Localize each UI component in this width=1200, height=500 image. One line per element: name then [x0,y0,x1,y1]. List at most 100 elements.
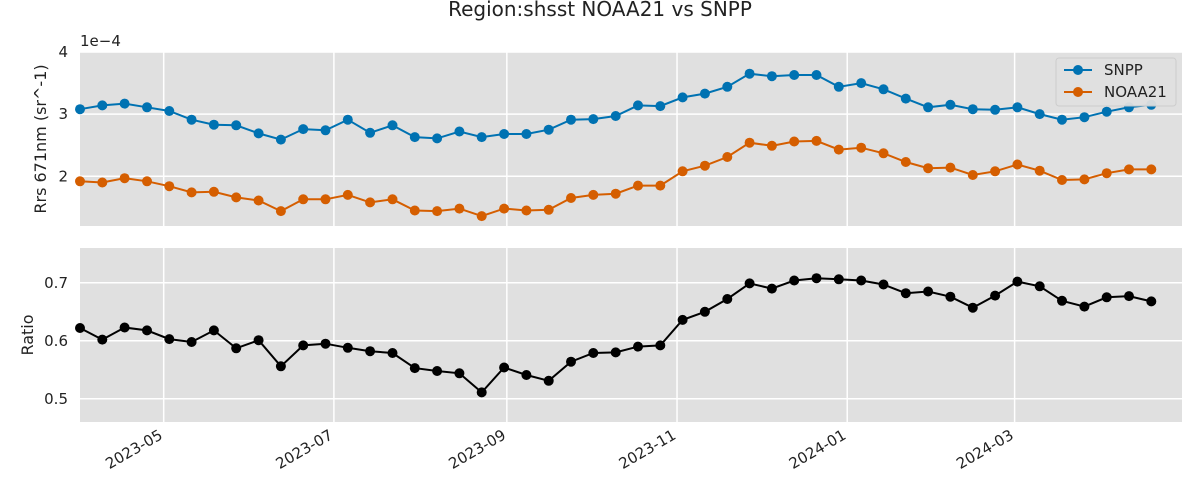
data-point-ratio [409,363,420,374]
x-tick-label: 2023-07 [273,426,336,473]
data-point-noaa21 [253,195,264,206]
data-point-noaa21 [499,203,510,214]
data-point-noaa21 [923,163,934,174]
data-point-ratio [1012,276,1023,287]
data-point-ratio [1079,301,1090,312]
data-point-ratio [923,286,934,297]
data-point-snpp [610,111,621,121]
data-point-noaa21 [320,194,331,205]
y-offset-text: 1e−4 [80,32,121,50]
data-point-ratio [454,368,465,379]
data-point-noaa21 [588,189,599,200]
data-point-noaa21 [566,193,576,203]
data-point-snpp [365,127,376,138]
x-tick-label: 2023-05 [102,426,165,473]
data-point-ratio [186,337,197,347]
data-point-snpp [409,132,420,143]
data-point-snpp [722,81,733,92]
data-point-ratio [766,283,777,294]
data-point-snpp [990,104,1001,115]
data-point-ratio [1146,296,1157,307]
data-point-ratio [677,314,688,325]
data-point-noaa21 [1057,175,1067,185]
data-point-ratio [1057,295,1067,306]
data-point-snpp [967,104,978,115]
data-point-noaa21 [119,173,130,184]
data-point-snpp [75,104,85,115]
data-point-noaa21 [744,137,755,148]
data-point-noaa21 [387,194,398,205]
data-point-noaa21 [275,206,286,217]
data-point-noaa21 [878,148,889,159]
data-point-snpp [454,126,465,137]
legend-label-noaa21: NOAA21 [1104,83,1167,101]
data-point-ratio [833,274,844,285]
data-point-snpp [766,71,777,82]
data-point-snpp [1012,102,1023,113]
data-point-ratio [1101,292,1112,303]
data-point-snpp [432,133,443,144]
data-point-noaa21 [454,203,465,214]
legend-dot-noaa21 [1073,87,1083,97]
x-tick-labels: 2023-05 2023-07 2023-09 2023-11 2024-01 2024-… [102,426,1016,473]
data-point-noaa21 [543,204,554,215]
data-point-noaa21 [1146,164,1157,175]
data-point-ratio [1124,291,1134,302]
data-point-ratio [275,361,286,372]
data-point-ratio [97,334,108,345]
data-point-snpp [833,81,844,92]
top-series [75,68,1157,222]
data-point-snpp [856,78,867,89]
data-point-ratio [208,325,219,336]
data-point-ratio [432,366,443,376]
data-point-ratio [588,348,599,358]
data-point-ratio [633,341,643,352]
data-point-ratio [699,306,710,317]
x-tick-label: 2023-09 [446,426,509,473]
data-point-noaa21 [186,187,197,198]
top-y-ticks: 2 3 4 [58,43,68,185]
data-point-ratio [231,343,242,354]
data-point-noaa21 [75,176,85,187]
data-point-snpp [566,114,576,125]
x-tick-label: 2024-03 [953,426,1016,473]
data-point-ratio [566,356,576,367]
top-grid [80,51,1182,226]
data-point-ratio [789,275,800,286]
data-point-snpp [588,114,599,125]
data-point-noaa21 [208,186,219,197]
data-point-ratio [744,278,755,289]
data-point-snpp [878,84,889,95]
data-point-ratio [253,335,264,346]
data-point-ratio [967,302,978,313]
data-point-snpp [900,93,911,104]
data-point-snpp [320,125,331,136]
data-point-snpp [253,128,264,139]
legend-label-snpp: SNPP [1104,61,1143,79]
data-point-ratio [1034,281,1045,292]
data-point-ratio [655,340,666,351]
data-point-noaa21 [1012,159,1023,170]
data-point-snpp [923,102,934,113]
data-point-ratio [320,338,331,349]
data-point-noaa21 [476,211,487,222]
data-point-ratio [75,323,85,333]
data-point-snpp [208,119,219,130]
data-point-snpp [1101,106,1112,117]
data-point-noaa21 [610,188,621,199]
data-point-noaa21 [856,142,867,153]
top-y-tick-label: 4 [58,43,68,61]
data-point-ratio [119,322,130,333]
data-point-snpp [275,134,286,145]
data-point-noaa21 [298,194,309,205]
data-point-noaa21 [811,135,822,146]
data-point-snpp [342,114,353,125]
data-point-snpp [119,98,130,109]
data-point-ratio [990,290,1001,301]
top-y-tick-label: 3 [58,105,68,123]
data-point-snpp [521,129,532,139]
data-point-noaa21 [900,157,911,167]
data-point-snpp [142,102,152,113]
data-point-snpp [499,129,510,139]
